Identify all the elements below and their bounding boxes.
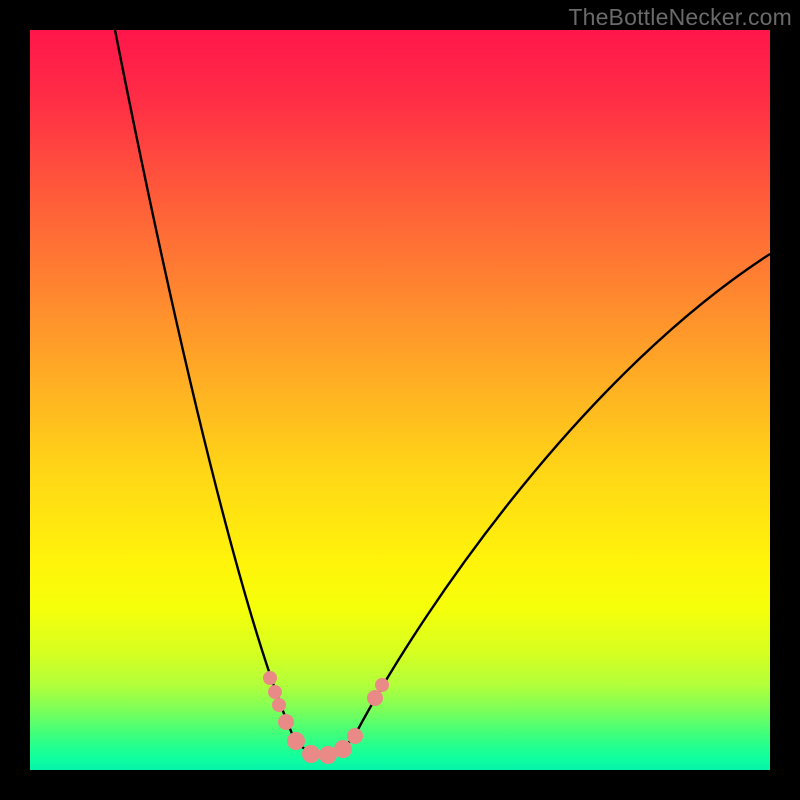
marker-point [268,685,282,699]
chart-overlay [30,30,770,770]
plot-area [30,30,770,770]
marker-point [334,740,352,758]
data-markers [263,671,389,764]
v-curve [115,30,770,754]
marker-point [347,728,363,744]
watermark-text: TheBottleNecker.com [568,4,792,31]
marker-point [375,678,389,692]
marker-point [278,714,294,730]
marker-point [263,671,277,685]
marker-point [287,732,305,750]
marker-point [302,745,320,763]
marker-point [367,690,383,706]
marker-point [272,698,286,712]
